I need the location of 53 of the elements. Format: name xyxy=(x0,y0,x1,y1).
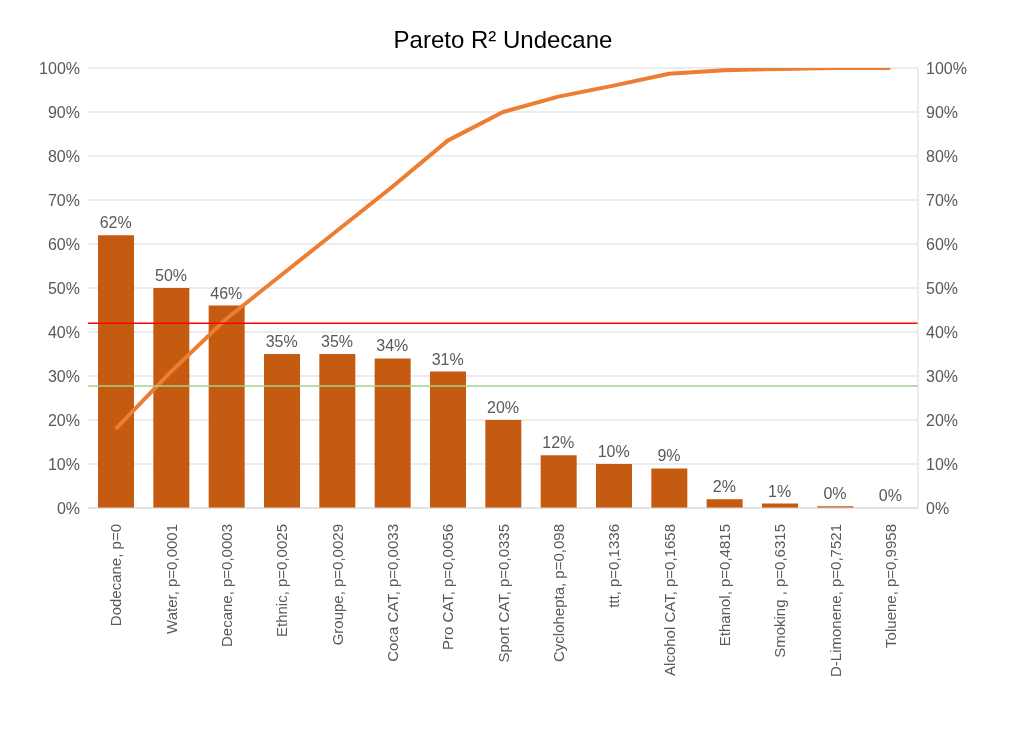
data-label: 46% xyxy=(210,284,243,302)
x-tick-label: ttt, p=0,1336 xyxy=(605,524,623,608)
y-tick-label: 90% xyxy=(47,103,80,121)
y2-tick-label: 10% xyxy=(926,455,959,473)
x-tick-label: Groupe, p=0,0029 xyxy=(328,524,346,646)
y2-tick-label: 50% xyxy=(926,279,959,297)
x-tick-label: Coca CAT, p=0,0033 xyxy=(383,524,401,662)
x-tick-label: Toluene, p=0,9958 xyxy=(881,524,899,648)
x-tick-label: Pro CAT, p=0,0056 xyxy=(439,524,457,651)
chart-title: Pareto R² Undecane xyxy=(392,25,614,55)
x-tick-label: Ethanol, p=0,4815 xyxy=(715,524,733,647)
x-tick-label: Ethnic, p=0,0025 xyxy=(273,524,291,638)
x-tick-label: D-Limonene, p=0,7521 xyxy=(826,524,844,678)
y-tick-label: 100% xyxy=(39,59,80,77)
data-label: 9% xyxy=(657,447,681,465)
data-label: 35% xyxy=(320,333,354,350)
data-label: 20% xyxy=(486,399,520,416)
data-label: 35% xyxy=(265,333,298,350)
y-tick-label: 0% xyxy=(56,499,80,517)
y2-tick-label: 60% xyxy=(926,235,959,253)
x-tick-label: Dodecane, p=0 xyxy=(107,524,125,627)
y-tick-label: 10% xyxy=(47,455,80,473)
y-tick-label: 50% xyxy=(47,279,80,297)
x-tick-label: Alcohol CAT, p=0,1658 xyxy=(660,524,678,676)
y-tick-label: 40% xyxy=(47,323,80,341)
x-tick-label: Cyclohepta, p=0,098 xyxy=(549,524,567,663)
data-label: 34% xyxy=(376,337,409,355)
data-label: 12% xyxy=(542,434,575,452)
data-label: 31% xyxy=(431,350,464,368)
y-tick-label: 20% xyxy=(47,411,80,429)
y2-tick-label: 70% xyxy=(926,191,959,209)
y-tick-label: 60% xyxy=(47,235,80,253)
data-label: 50% xyxy=(154,267,188,284)
y2-tick-label: 0% xyxy=(926,499,950,517)
x-tick-label: Sport CAT, p=0,0335 xyxy=(494,524,512,663)
x-tick-label: Water, p=0,0001 xyxy=(162,524,180,634)
y2-tick-label: 20% xyxy=(926,411,959,429)
y2-tick-label: 80% xyxy=(926,147,959,165)
y2-tick-label: 100% xyxy=(926,59,967,77)
data-label: 0% xyxy=(823,485,847,503)
data-label: 10% xyxy=(597,443,630,460)
y-tick-label: 70% xyxy=(47,191,80,209)
y-tick-label: 80% xyxy=(47,147,80,165)
y2-tick-label: 40% xyxy=(926,323,959,341)
x-tick-label: Decane, p=0,0003 xyxy=(217,524,235,648)
y2-tick-label: 30% xyxy=(926,367,959,385)
data-label: 62% xyxy=(99,214,132,232)
data-label: 0% xyxy=(878,487,902,504)
y-tick-label: 30% xyxy=(47,367,80,385)
x-tick-label: Smoking , p=0,6315 xyxy=(771,524,789,658)
y2-tick-label: 90% xyxy=(926,103,959,121)
data-label: 1% xyxy=(768,482,792,500)
data-label: 2% xyxy=(712,478,736,496)
